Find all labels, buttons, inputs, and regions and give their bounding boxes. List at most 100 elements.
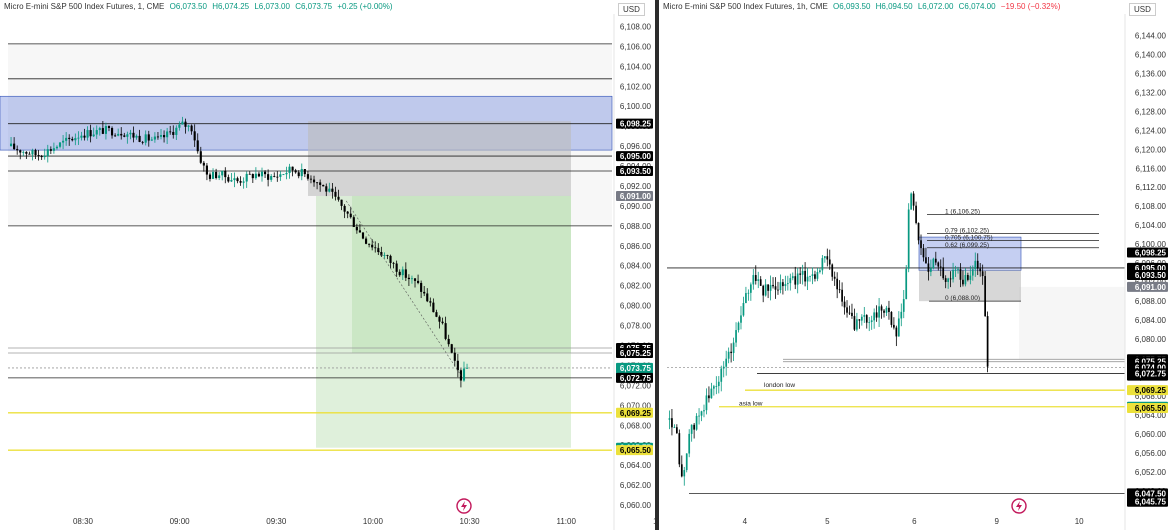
candle-body [799,273,802,275]
candle-body [952,269,954,280]
y-tick-label: 6,108.00 [1135,202,1167,211]
currency-button[interactable]: USD [1129,3,1156,16]
candle-body [710,388,713,399]
currency-button[interactable]: USD [618,3,645,16]
candle-body [368,243,371,245]
candle-body [717,381,720,387]
candle-body [55,146,59,149]
candle-body [52,148,55,151]
candle-body [107,126,111,128]
candle-body [245,173,248,182]
candle-body [811,274,814,276]
candle-body [853,316,856,330]
y-tick-label: 6,064.00 [1135,411,1167,420]
candle-body [777,289,779,291]
candle-body [141,141,144,143]
fib-label: 0.705 (6,100.75) [945,235,993,242]
left-chart-svg[interactable]: 6,108.00 6,106.00 6,104.00 6,102.00 6,100.00… [0,0,655,530]
candle-body [695,415,698,430]
candle-body [13,143,16,150]
right-chart-svg[interactable]: 1 (6,106.25) 0.79 (6,102.25)0.705 (6,100.… [659,0,1170,530]
y-tick-label: 6,108.00 [620,22,652,31]
candle-body [340,199,343,206]
candle-body [181,121,184,125]
candle-body [757,279,760,281]
candle-body [386,255,389,256]
candle-body [870,320,873,322]
price-label-text: 6,069.25 [620,409,652,418]
price-label-text: 6,047.50 [1135,489,1167,498]
candle-body [178,124,181,128]
candle-body [65,137,68,141]
green-zone-inner [352,195,571,353]
candle-body [190,125,193,132]
candle-body [337,196,340,200]
candle-body [132,132,135,138]
candle-body [309,178,313,180]
candle-body [166,131,169,138]
candle-body [833,276,836,279]
candle-body [410,278,414,280]
candle-body [873,312,876,321]
fib-label: 0.79 (6,102.25) [945,228,989,235]
candle-body [722,366,725,369]
candle-body [138,135,141,142]
candle-body [685,453,688,471]
price-label-text: 6,065.50 [1135,404,1167,413]
candle-body [962,279,964,285]
x-tick-label: 5 [825,517,830,526]
candle-body [858,319,861,321]
lightning-icon[interactable] [456,498,472,514]
candle-body [135,135,138,138]
candle-body [742,303,745,316]
price-label-badge [616,166,653,177]
ohlc-close: C6,074.00 [958,2,996,11]
candle-body [754,275,757,281]
candle-body [297,172,300,177]
candle-body [196,140,199,152]
y-tick-label: 6,096.00 [620,142,652,151]
right-chart-header: Micro E-mini S&P 500 Index Futures, 1h, … [663,2,1063,11]
candle-body [922,248,925,258]
candle-body [233,178,236,181]
candle-body [71,138,74,141]
candle-body [101,128,104,134]
candle-body [123,135,126,137]
candle-body [300,169,303,177]
y-tick-label: 6,060.00 [1135,430,1167,439]
y-tick-label: 6,084.00 [620,262,652,271]
candle-body [413,278,417,281]
candle-body [671,418,673,428]
candle-body [888,307,890,312]
y-tick-label: 6,080.00 [620,302,652,311]
candle-body [715,386,718,387]
x-tick-label: 08:30 [73,517,94,526]
candle-body [80,135,83,138]
lightning-icon[interactable] [1011,498,1027,514]
y-tick-label: 6,090.00 [620,202,652,211]
candle-body [698,415,700,417]
candle-body [389,255,392,263]
candle-body [395,263,398,272]
candle-body [863,315,866,317]
candle-body [720,368,723,382]
candle-body [184,121,187,127]
right-chart-pane[interactable]: 1 (6,106.25) 0.79 (6,102.25) 0.705 (6,100.… [659,0,1170,530]
candle-body [688,433,691,454]
candle-body [690,424,693,434]
candle-body [836,278,839,290]
y-tick-label: 6,144.00 [1135,31,1167,40]
left-chart-pane[interactable]: 6,108.00 6,106.00 6,104.00 6,102.00 6,100.00… [0,0,655,530]
candle-body [450,344,453,353]
x-tick-label: 09:30 [266,517,287,526]
candle-body [841,289,843,302]
candle-body [358,230,362,233]
candle-body [969,275,972,280]
candle-body [208,174,212,179]
candle-body [429,301,432,303]
candle-body [944,278,947,282]
candle-body [120,133,123,136]
ohlc-high: H6,094.50 [875,2,913,11]
price-label-badge [616,190,653,201]
